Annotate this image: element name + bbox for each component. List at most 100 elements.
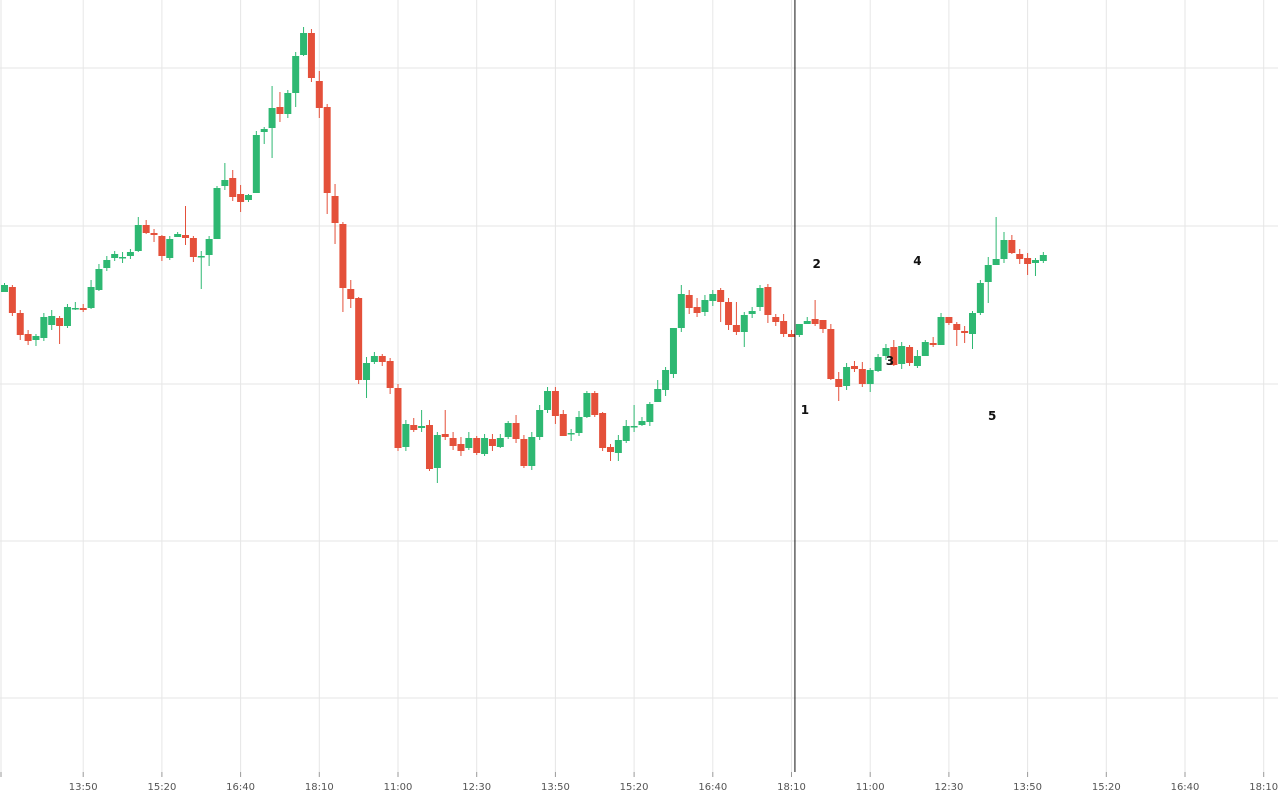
candle-down	[150, 229, 158, 242]
candle-body	[606, 447, 614, 452]
candle-up	[126, 249, 134, 259]
candle-up	[465, 432, 473, 450]
candle-up	[898, 342, 906, 369]
x-tick-label: 12:30	[462, 782, 491, 793]
candle-body	[119, 257, 127, 259]
candle-body	[370, 356, 378, 362]
candle-down	[945, 317, 953, 325]
candle-body	[890, 347, 898, 365]
candle-body	[473, 438, 481, 453]
candles-group	[1, 27, 1047, 483]
candle-up	[197, 251, 205, 289]
x-tick-label: 13:50	[541, 782, 570, 793]
candle-up	[268, 86, 276, 158]
candle-body	[158, 236, 166, 256]
candle-down	[520, 435, 528, 468]
candle-up	[48, 310, 56, 330]
candle-body	[126, 252, 134, 256]
candle-up	[1000, 232, 1008, 263]
candle-up	[740, 312, 748, 347]
candle-up	[622, 420, 630, 443]
candle-body	[315, 81, 323, 108]
candle-up	[756, 285, 764, 311]
candle-up	[984, 257, 992, 303]
candle-down	[858, 362, 866, 387]
candle-up	[134, 217, 142, 252]
candle-body	[992, 259, 1000, 265]
x-tick-label: 18:10	[777, 782, 806, 793]
candle-body	[8, 287, 16, 313]
candle-up	[646, 402, 654, 426]
candle-up	[370, 352, 378, 364]
candle-up	[654, 380, 662, 402]
candle-body	[221, 180, 229, 186]
candle-body	[622, 426, 630, 441]
candle-body	[213, 188, 221, 239]
candle-body	[457, 444, 465, 451]
candle-body	[229, 178, 237, 197]
candle-down	[551, 387, 559, 424]
candle-body	[418, 426, 426, 428]
candle-up	[252, 131, 260, 193]
candle-body	[866, 370, 874, 384]
candle-down	[1024, 253, 1032, 275]
candle-body	[488, 439, 496, 446]
candle-body	[1000, 240, 1008, 259]
candle-body	[551, 391, 559, 416]
candle-up	[843, 363, 851, 390]
candle-body	[945, 317, 953, 323]
candle-down	[835, 372, 843, 401]
candle-body	[740, 315, 748, 332]
candle-down	[819, 320, 827, 333]
candle-up	[803, 317, 811, 324]
candle-down	[693, 298, 701, 317]
candle-down	[473, 436, 481, 455]
candle-up	[969, 311, 977, 349]
candle-down	[457, 437, 465, 456]
candle-body	[268, 108, 276, 128]
candle-body	[709, 294, 717, 301]
candle-up	[95, 264, 103, 291]
candle-body	[1039, 255, 1047, 261]
candle-down	[1016, 249, 1024, 264]
candle-body	[669, 328, 677, 374]
candle-body	[654, 389, 662, 402]
candle-down	[850, 361, 858, 372]
candle-up	[481, 434, 489, 456]
candle-down	[386, 358, 394, 394]
x-tick-label: 13:50	[69, 782, 98, 793]
candle-up	[921, 340, 929, 356]
candle-down	[953, 322, 961, 346]
candle-body	[929, 343, 937, 345]
candle-up	[937, 313, 945, 345]
candle-body	[976, 283, 984, 313]
x-tick-label: 11:00	[856, 782, 885, 793]
candle-down	[394, 384, 402, 451]
candle-down	[237, 185, 245, 212]
candle-body	[969, 313, 977, 334]
candle-body	[984, 265, 992, 282]
candle-body	[906, 347, 914, 363]
candle-body	[559, 414, 567, 436]
candle-down	[339, 222, 347, 312]
candle-body	[355, 298, 363, 380]
candle-up	[536, 405, 544, 440]
candle-body	[1008, 240, 1016, 253]
candle-up	[40, 313, 48, 341]
candle-body	[528, 437, 536, 466]
candle-down	[189, 236, 197, 262]
candle-up	[221, 163, 229, 190]
candle-body	[748, 311, 756, 314]
candle-body	[142, 225, 150, 233]
candle-down	[355, 297, 363, 384]
candle-body	[103, 260, 111, 268]
candle-body	[544, 391, 552, 410]
candle-down	[811, 300, 819, 326]
candle-body	[237, 194, 245, 202]
candle-up	[71, 302, 79, 310]
candle-body	[150, 233, 158, 235]
candle-body	[858, 369, 866, 384]
candle-body	[111, 254, 119, 258]
candle-body	[764, 287, 772, 315]
candle-body	[803, 321, 811, 324]
